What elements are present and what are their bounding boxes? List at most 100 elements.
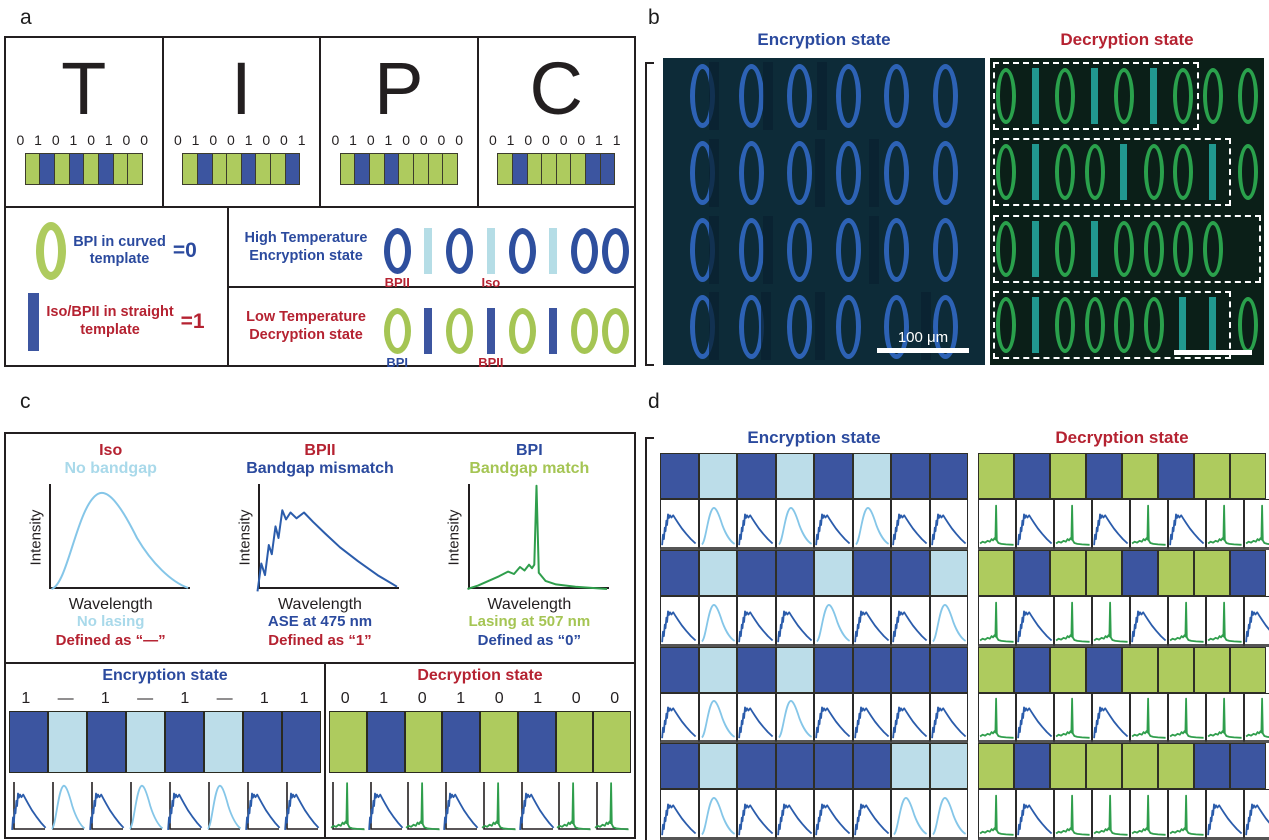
state-symbol (570, 307, 600, 354)
color-squares-row (660, 549, 968, 596)
mini-spectra-row (660, 499, 968, 550)
dashed-row-box (993, 138, 1231, 207)
micrograph-row (663, 58, 985, 135)
spectrum-curve (1207, 504, 1242, 546)
mini-spectrum-cell (1130, 789, 1168, 840)
curved-template-glyph (36, 222, 67, 281)
mini-spectrum-cell (891, 789, 930, 840)
mini-spectrum (979, 697, 1014, 739)
mini-spectrum (815, 803, 851, 836)
green-ellipse-marker (996, 296, 1016, 353)
spectrum-curve (892, 706, 928, 739)
state-symbol (570, 228, 600, 275)
color-cell (852, 646, 891, 693)
color-cell (1194, 646, 1230, 693)
spectrum-curve (1169, 697, 1204, 739)
color-cell (852, 549, 891, 596)
bit-segment (443, 154, 457, 184)
spectrum-curve (816, 603, 851, 642)
color-cell (814, 549, 853, 596)
mini-spectrum-cell (978, 595, 1016, 647)
panel-c: Iso No bandgap Intensity Wavelength No lasin… (4, 432, 636, 839)
mini-spectrum (892, 706, 928, 739)
spectrum-curve (853, 610, 889, 642)
state-symbol (445, 307, 475, 354)
green-ellipse-marker (1173, 220, 1193, 277)
spectrum-curve (892, 513, 928, 546)
spectrum-curve (283, 792, 319, 830)
plot-wrap: Intensity (27, 480, 194, 596)
spectrum-curve (738, 706, 774, 739)
blue-ellipse-marker (884, 294, 910, 359)
color-cell (1194, 549, 1230, 596)
mini-spectrum (700, 700, 735, 739)
digit-cell: 1 (299, 690, 309, 707)
green-ellipse-marker (1173, 68, 1193, 124)
mini-spectrum-cell (480, 776, 518, 832)
spectrum-curve (467, 484, 607, 590)
mini-spectrum (777, 506, 812, 545)
mini-spectrum-cell (852, 692, 891, 744)
mini-spectrum-cell (204, 776, 243, 832)
color-cell (737, 453, 776, 499)
intensity-axis-text: Intensity (236, 509, 254, 566)
legend-text-line: BPI in curved (73, 233, 166, 250)
blue-ellipse-marker (932, 141, 958, 206)
spectrum-column: BPI Bandgap match Intensity Wavelength Lasin… (425, 434, 634, 662)
color-cell (1230, 453, 1266, 499)
blue-ellipse-marker (738, 217, 764, 282)
mini-spectrum-cell (929, 692, 968, 744)
mini-spectrum-cell (737, 499, 776, 550)
spectrum-curve (51, 491, 189, 590)
mini-spectrum-cell (1016, 499, 1054, 550)
plot-axes (246, 782, 279, 830)
decryption-state-title: Decryption state (417, 667, 543, 684)
blue-ellipse-marker (835, 294, 861, 359)
faint-template-bar (921, 292, 931, 361)
state-symbol (538, 307, 568, 354)
mini-spectrum (1169, 794, 1204, 836)
spectrum-curve (979, 504, 1014, 546)
temperature-states: High Temperature Encryption state BPII Iso L… (229, 208, 634, 370)
mini-spectrum-cell (775, 692, 814, 744)
mini-spectrum (1017, 513, 1053, 546)
spectrum-curve (853, 706, 889, 739)
color-cell (891, 743, 930, 790)
mini-spectrum-cell (814, 499, 853, 550)
plot-axes (129, 782, 162, 830)
panel-d-bracket (645, 437, 654, 840)
panel-d-encryption-title: Encryption state (747, 428, 881, 447)
mini-spectrum (816, 603, 851, 642)
letter-cell: I 0 1 0 0 1 0 0 1 (164, 38, 321, 206)
mini-spectrum (661, 610, 697, 642)
green-ellipse-marker (1143, 296, 1164, 353)
mini-spectrum-cell (929, 499, 968, 550)
color-cell (282, 711, 321, 773)
state-title: Low Temperature Decryption state (231, 308, 381, 344)
mini-spectrum-cell (775, 595, 814, 647)
color-cell (891, 646, 930, 693)
teal-bar-marker (1031, 144, 1039, 201)
mini-spectrum (853, 803, 889, 836)
spectrum-curve (700, 700, 735, 739)
color-cell (480, 711, 518, 773)
wavelength-axis-label: Wavelength (278, 595, 362, 613)
spectrum-curve (979, 601, 1014, 643)
spectrum-curve (556, 782, 592, 831)
color-cell (555, 711, 594, 773)
digit-cell: 1 (259, 690, 269, 707)
mini-spectrum (738, 610, 774, 642)
teal-bar-marker (1090, 68, 1098, 124)
color-cell (593, 711, 631, 773)
mini-spectrum-cell (660, 789, 699, 840)
mini-spectrum (979, 794, 1014, 836)
bit-segment (586, 154, 601, 184)
mini-spectrum (1245, 803, 1269, 836)
color-cell (929, 549, 968, 596)
mini-spectrum-cell (698, 692, 737, 744)
teal-bar-marker (1031, 220, 1039, 277)
faint-template-bar (869, 215, 879, 284)
mini-spectrum (1169, 601, 1204, 643)
color-cell (1158, 743, 1194, 790)
result-label: Lasing at 507 nm (468, 613, 591, 631)
